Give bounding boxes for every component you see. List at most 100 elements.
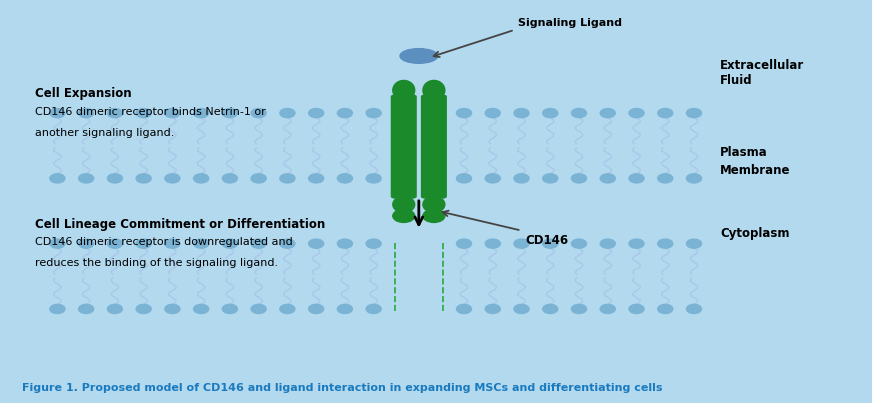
Ellipse shape (136, 239, 151, 248)
Ellipse shape (485, 108, 501, 118)
Ellipse shape (456, 304, 472, 314)
Ellipse shape (309, 108, 324, 118)
Ellipse shape (392, 196, 415, 213)
Ellipse shape (542, 304, 558, 314)
Ellipse shape (571, 239, 587, 248)
Ellipse shape (337, 108, 352, 118)
Ellipse shape (78, 108, 93, 118)
Ellipse shape (309, 174, 324, 183)
Ellipse shape (222, 304, 237, 314)
Ellipse shape (309, 304, 324, 314)
Text: Figure 1. Proposed model of CD146 and ligand interaction in expanding MSCs and d: Figure 1. Proposed model of CD146 and li… (22, 383, 663, 393)
Ellipse shape (136, 174, 151, 183)
Text: Cytoplasm: Cytoplasm (720, 227, 790, 240)
Ellipse shape (629, 174, 644, 183)
Ellipse shape (337, 304, 352, 314)
FancyBboxPatch shape (421, 95, 446, 198)
Ellipse shape (392, 98, 415, 112)
Ellipse shape (194, 108, 208, 118)
Ellipse shape (309, 239, 324, 248)
Ellipse shape (50, 174, 65, 183)
Ellipse shape (456, 108, 472, 118)
Ellipse shape (392, 210, 415, 222)
FancyBboxPatch shape (392, 95, 416, 198)
Ellipse shape (337, 174, 352, 183)
Ellipse shape (686, 108, 702, 118)
Ellipse shape (50, 304, 65, 314)
Ellipse shape (78, 174, 93, 183)
Ellipse shape (136, 108, 151, 118)
Ellipse shape (280, 304, 295, 314)
Ellipse shape (337, 239, 352, 248)
Ellipse shape (629, 108, 644, 118)
Ellipse shape (366, 174, 381, 183)
Ellipse shape (456, 239, 472, 248)
Ellipse shape (165, 304, 180, 314)
Ellipse shape (107, 108, 122, 118)
Ellipse shape (251, 239, 266, 248)
Ellipse shape (629, 239, 644, 248)
Ellipse shape (542, 239, 558, 248)
Ellipse shape (50, 239, 65, 248)
Ellipse shape (657, 304, 673, 314)
Ellipse shape (600, 304, 616, 314)
Ellipse shape (165, 239, 180, 248)
Text: Cell Lineage Commitment or Differentiation: Cell Lineage Commitment or Differentiati… (36, 218, 326, 231)
Text: reduces the binding of the signaling ligand.: reduces the binding of the signaling lig… (36, 258, 279, 268)
Ellipse shape (485, 239, 501, 248)
Ellipse shape (194, 174, 208, 183)
Ellipse shape (366, 304, 381, 314)
Ellipse shape (251, 304, 266, 314)
Ellipse shape (78, 239, 93, 248)
Ellipse shape (280, 239, 295, 248)
Ellipse shape (366, 108, 381, 118)
Ellipse shape (423, 210, 445, 222)
Ellipse shape (165, 174, 180, 183)
Ellipse shape (280, 108, 295, 118)
Ellipse shape (686, 304, 702, 314)
Ellipse shape (485, 304, 501, 314)
Ellipse shape (107, 304, 122, 314)
Ellipse shape (514, 174, 529, 183)
Ellipse shape (222, 174, 237, 183)
Text: another signaling ligand.: another signaling ligand. (36, 128, 175, 138)
Ellipse shape (456, 174, 472, 183)
Ellipse shape (657, 174, 673, 183)
Ellipse shape (194, 239, 208, 248)
Ellipse shape (423, 98, 445, 112)
Ellipse shape (251, 174, 266, 183)
Ellipse shape (542, 174, 558, 183)
Ellipse shape (657, 239, 673, 248)
Ellipse shape (392, 81, 415, 100)
Ellipse shape (222, 239, 237, 248)
Ellipse shape (280, 174, 295, 183)
Ellipse shape (571, 174, 587, 183)
Text: Extracellular
Fluid: Extracellular Fluid (720, 58, 805, 87)
Ellipse shape (423, 81, 445, 100)
Ellipse shape (514, 304, 529, 314)
Ellipse shape (600, 108, 616, 118)
Ellipse shape (514, 108, 529, 118)
Ellipse shape (251, 108, 266, 118)
Ellipse shape (657, 108, 673, 118)
Ellipse shape (400, 49, 438, 63)
Text: Plasma
Membrane: Plasma Membrane (720, 146, 791, 177)
Ellipse shape (50, 108, 65, 118)
Text: CD146: CD146 (525, 234, 568, 247)
Ellipse shape (165, 108, 180, 118)
Ellipse shape (600, 174, 616, 183)
Ellipse shape (107, 174, 122, 183)
Ellipse shape (600, 239, 616, 248)
Ellipse shape (366, 239, 381, 248)
Ellipse shape (629, 304, 644, 314)
Ellipse shape (194, 304, 208, 314)
Ellipse shape (686, 239, 702, 248)
Ellipse shape (78, 304, 93, 314)
Ellipse shape (542, 108, 558, 118)
Ellipse shape (686, 174, 702, 183)
Ellipse shape (107, 239, 122, 248)
Text: Signaling Ligand: Signaling Ligand (518, 18, 622, 28)
Text: CD146 dimeric receptor is downregulated and: CD146 dimeric receptor is downregulated … (36, 237, 293, 247)
Ellipse shape (514, 239, 529, 248)
Ellipse shape (423, 196, 445, 213)
